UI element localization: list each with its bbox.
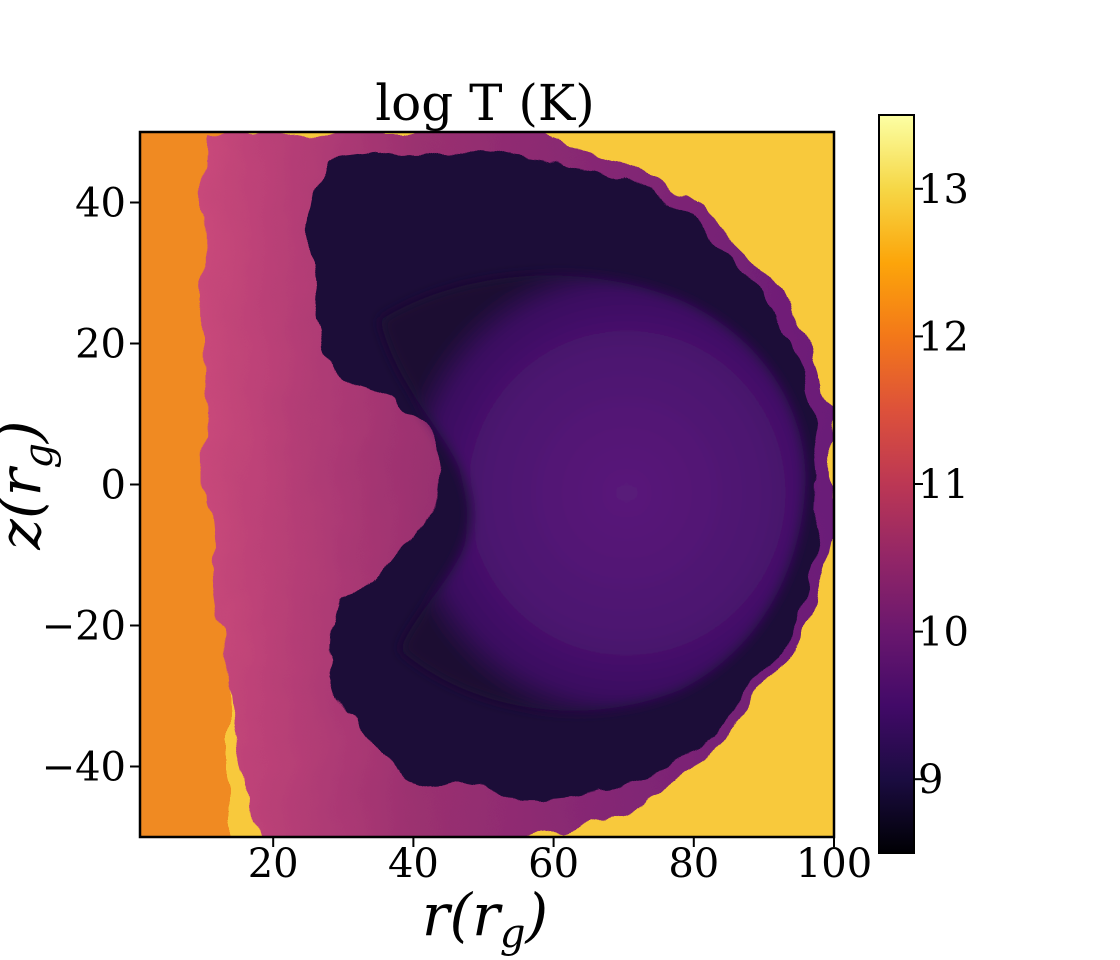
colorbar-tick-label: 13 [918,167,969,213]
colorbar-ticks: 9 10 11 12 13 [914,167,969,803]
x-tick-label: 60 [528,841,579,887]
y-axis-label: z(rg) [0,420,62,550]
region-bubble-interior [380,275,806,711]
colorbar-tick-label: 10 [918,610,969,656]
x-tick-label: 20 [248,841,299,887]
x-tick-label: 40 [388,841,439,887]
colorbar-tick-label: 12 [918,314,969,360]
chart-title: log T (K) [375,74,595,132]
y-axis: 40 20 0 −20 −40 [42,181,140,791]
y-tick-label: 40 [75,181,126,227]
y-tick-label: 20 [75,322,126,368]
heatmap [140,132,834,837]
y-tick-label: 0 [101,463,126,509]
x-tick-label: 80 [668,841,719,887]
y-tick-label: −20 [42,604,126,650]
colorbar-tick-label: 11 [918,462,969,508]
y-tick-label: −40 [42,745,126,791]
colorbar [878,114,915,854]
x-axis-label: r(rg) [422,881,548,957]
x-axis: 20 40 60 80 100 [248,837,872,887]
colorbar-tick-label: 9 [918,757,943,803]
x-tick-label: 100 [796,841,872,887]
